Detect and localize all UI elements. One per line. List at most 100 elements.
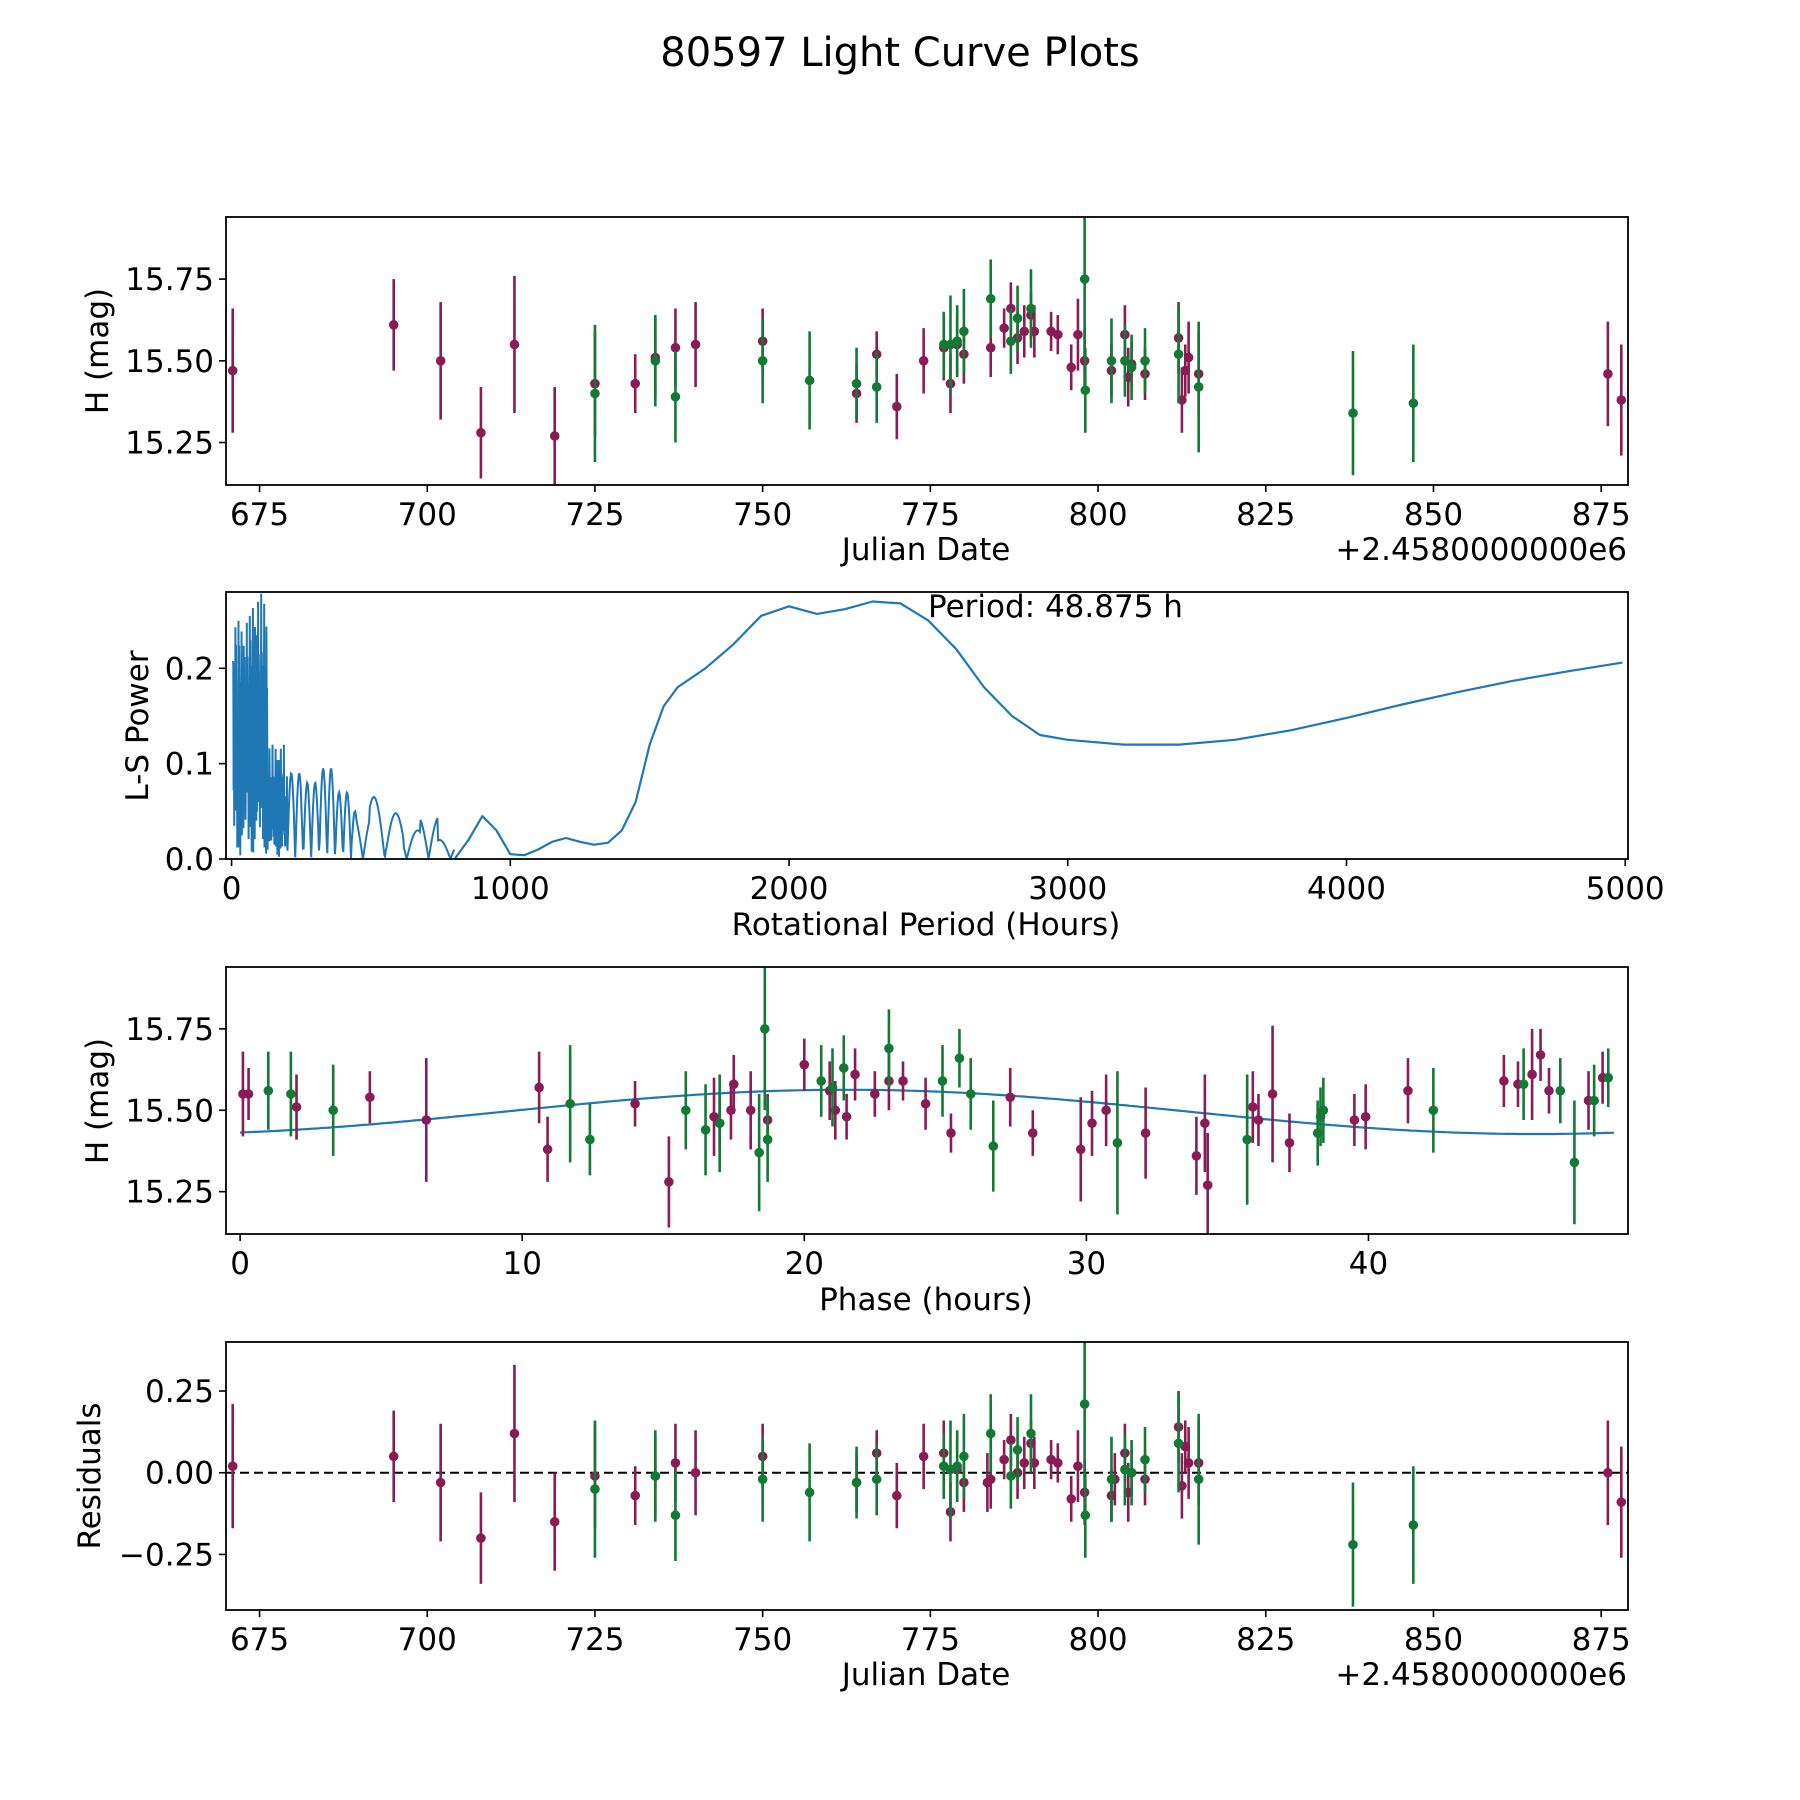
y-tick-label: 15.50 (125, 344, 214, 380)
series-series_a (227, 1364, 1627, 1584)
x-tick-label: 2000 (750, 871, 829, 907)
data-point (952, 336, 962, 346)
data-point (1242, 1134, 1252, 1145)
data-point (1012, 1445, 1023, 1455)
data-point (757, 1474, 768, 1485)
data-point (1106, 1474, 1117, 1485)
data-point (851, 378, 862, 389)
x-tick-label: 30 (1067, 1246, 1106, 1282)
data-point (1603, 369, 1613, 379)
data-point (388, 320, 399, 330)
data-point (799, 1059, 810, 1070)
y-tick-label: 0.0 (165, 842, 214, 878)
offset-label: +2.4580000000e6 (1335, 1657, 1627, 1693)
data-point (745, 1105, 756, 1116)
data-point (1075, 1144, 1086, 1155)
data-point (988, 1141, 999, 1151)
x-axis-label: Phase (hours) (819, 1282, 1033, 1318)
x-tick-label: 825 (1236, 497, 1295, 533)
data-point (650, 356, 661, 366)
offset-label: +2.4580000000e6 (1335, 532, 1627, 568)
x-tick-label: 3000 (1028, 871, 1107, 907)
y-tick-label: 15.25 (125, 1175, 214, 1211)
data-point (1019, 1458, 1030, 1468)
data-point (1101, 1105, 1111, 1116)
data-point (590, 1484, 600, 1494)
data-point (871, 382, 882, 392)
data-point (664, 1177, 674, 1187)
data-point (884, 1043, 894, 1054)
periodogram-panel: Rotational Period (Hours) L-S Power Peri… (120, 589, 1665, 943)
data-point (1408, 1520, 1419, 1530)
x-tick-label: 850 (1404, 497, 1463, 533)
data-point (1173, 349, 1184, 360)
data-point (804, 375, 815, 386)
axes-frame (225, 216, 1629, 486)
data-point (985, 1474, 996, 1485)
data-point (918, 356, 929, 366)
data-point (1349, 1115, 1360, 1125)
data-point (1183, 352, 1194, 363)
data-point (670, 391, 681, 402)
data-point (476, 1533, 486, 1543)
y-axis-label: L-S Power (120, 650, 156, 801)
data-point (549, 431, 560, 441)
y-tick-label: 15.75 (125, 262, 214, 298)
series-series_b (590, 217, 1419, 476)
data-point (920, 1098, 931, 1109)
data-point (816, 1076, 827, 1086)
data-point (1087, 1118, 1097, 1129)
x-tick-label: 850 (1404, 1622, 1463, 1658)
x-tick-label: 775 (901, 1622, 960, 1658)
x-tick-label: 750 (733, 1622, 792, 1658)
data-point (985, 293, 996, 304)
data-point (670, 342, 681, 353)
data-point (263, 1085, 274, 1096)
data-point (1027, 1128, 1038, 1138)
data-point (630, 378, 640, 389)
data-point (1544, 1085, 1554, 1096)
data-point (1140, 1128, 1151, 1138)
data-point (1120, 356, 1130, 366)
x-tick-label: 875 (1572, 1622, 1631, 1658)
data-point (938, 339, 949, 350)
data-point (1019, 326, 1030, 337)
data-point (1183, 1458, 1194, 1468)
data-point (291, 1102, 302, 1112)
plot-area (238, 967, 1614, 1234)
data-point (227, 1461, 238, 1471)
data-point (542, 1144, 553, 1155)
data-point (965, 1089, 976, 1099)
data-point (1006, 1435, 1016, 1445)
data-point (1006, 336, 1016, 346)
data-point (365, 1092, 375, 1103)
data-point (630, 1490, 640, 1501)
data-point (1603, 1467, 1613, 1478)
data-point (1428, 1105, 1439, 1116)
x-tick-label: 4000 (1307, 871, 1386, 907)
axes-frame (225, 1341, 1629, 1611)
data-point (1080, 1510, 1091, 1521)
data-point (1073, 1461, 1083, 1471)
data-point (937, 1076, 948, 1086)
data-point (850, 1069, 860, 1080)
period-annotation: Period: 48.875 h (928, 589, 1183, 625)
x-tick-label: 0 (222, 871, 242, 907)
data-point (388, 1451, 399, 1462)
data-point (827, 1082, 838, 1093)
data-point (985, 342, 996, 353)
data-point (421, 1115, 432, 1125)
plot-area (227, 217, 1627, 485)
data-point (1499, 1076, 1509, 1086)
x-tick-label: 800 (1068, 497, 1127, 533)
data-point (851, 1477, 862, 1488)
data-point (999, 323, 1009, 333)
data-point (1191, 1151, 1202, 1161)
x-tick-label: 10 (502, 1246, 541, 1282)
data-point (328, 1105, 338, 1116)
data-point (1140, 1454, 1150, 1465)
data-point (690, 339, 701, 350)
data-point (650, 1471, 661, 1481)
x-tick-label: 800 (1068, 1622, 1127, 1658)
data-point (946, 1128, 956, 1138)
